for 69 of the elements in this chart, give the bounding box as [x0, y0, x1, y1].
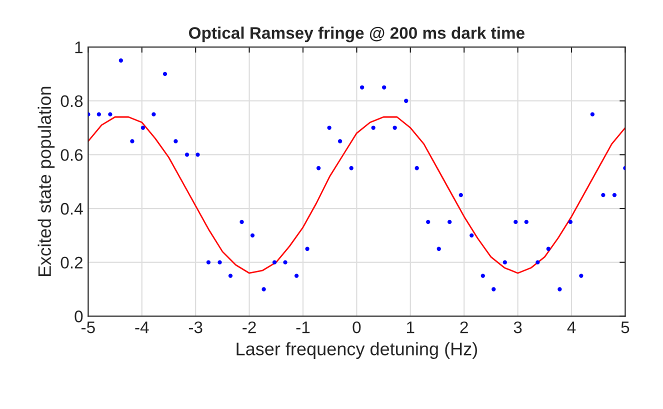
- x-tick-label: 3: [514, 321, 522, 334]
- point: [174, 139, 178, 144]
- point: [218, 260, 222, 264]
- point: [96, 112, 102, 116]
- x-tick-label: 5: [621, 322, 630, 334]
- point: [294, 274, 299, 278]
- x-tick-label: -5: [82, 322, 95, 334]
- point: [590, 112, 595, 116]
- point: [108, 112, 112, 116]
- point: [492, 287, 496, 292]
- point: [558, 287, 562, 292]
- x-tick-label: 1: [407, 322, 414, 334]
- y-tick-label: 0: [74, 310, 83, 322]
- point: [448, 220, 452, 224]
- y-tick-label: 0.8: [60, 95, 83, 108]
- y-tick-label: 0.4: [60, 202, 83, 215]
- y-tick-label: 0.6: [60, 149, 83, 161]
- point: [514, 220, 518, 224]
- point: [130, 139, 134, 144]
- point: [206, 260, 211, 264]
- point: [305, 246, 310, 251]
- point: [316, 166, 321, 170]
- point: [404, 98, 408, 103]
- x-tick-label: -4: [135, 322, 149, 334]
- point: [612, 192, 617, 198]
- line-series: [88, 116, 626, 274]
- point: [426, 220, 430, 224]
- point: [382, 85, 386, 90]
- point: [470, 233, 474, 238]
- point: [480, 274, 485, 278]
- point: [228, 274, 233, 278]
- x-tick-label: 4: [567, 322, 576, 334]
- point: [502, 260, 507, 264]
- point: [140, 126, 146, 130]
- point: [601, 192, 606, 198]
- point: [392, 126, 397, 130]
- point: [162, 72, 168, 76]
- y-tick-label: 1: [75, 42, 83, 54]
- point: [250, 233, 255, 238]
- y-axis-title: Excited state population: [38, 86, 55, 276]
- point: [196, 152, 200, 157]
- point: [579, 274, 584, 278]
- point: [349, 166, 354, 170]
- point: [414, 166, 419, 170]
- x-tick-label: -2: [242, 321, 256, 334]
- x-tick-label: 0: [352, 321, 361, 334]
- chart-title: Optical Ramsey fringe @ 200 ms dark time: [189, 26, 525, 42]
- point: [118, 58, 124, 63]
- x-tick-label: -3: [188, 321, 202, 334]
- point: [568, 220, 573, 224]
- point: [283, 260, 288, 264]
- point: [524, 220, 528, 224]
- point: [546, 246, 550, 251]
- point: [240, 220, 244, 224]
- y-tick-label: 0.2: [60, 256, 82, 269]
- point: [338, 139, 342, 144]
- point: [152, 112, 156, 116]
- point: [436, 246, 441, 251]
- point: [371, 126, 376, 130]
- x-axis-title: Laser frequency detuning (Hz): [236, 342, 478, 359]
- point: [360, 85, 364, 90]
- point: [327, 126, 332, 130]
- x-tick-label: -1: [296, 322, 310, 334]
- x-tick-label: 2: [460, 321, 468, 334]
- point: [262, 287, 266, 292]
- point: [458, 192, 463, 198]
- point: [272, 260, 277, 264]
- point: [536, 260, 540, 264]
- point: [184, 152, 190, 157]
